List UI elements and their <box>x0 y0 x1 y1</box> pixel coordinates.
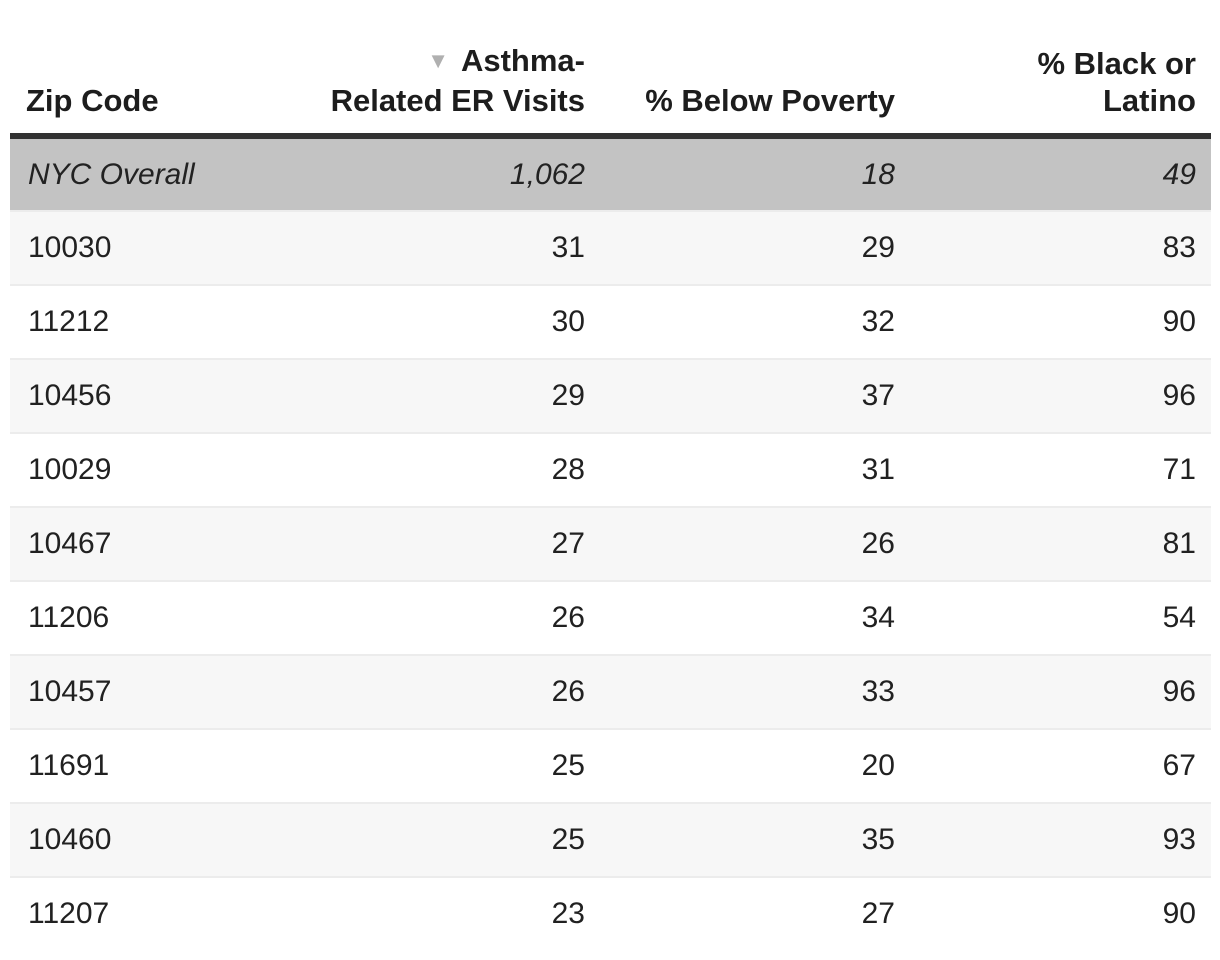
cell-below-poverty: 34 <box>861 601 895 634</box>
cell-zip-code: 10467 <box>28 527 112 560</box>
column-header-black-or-latino[interactable]: % Black or Latino <box>895 45 1211 119</box>
cell-black-or-latino: 81 <box>1162 527 1196 560</box>
cell-below-poverty: 26 <box>861 527 895 560</box>
column-header-label: Asthma- <box>460 43 585 78</box>
cell-zip-code: 11206 <box>28 601 110 634</box>
table-row: 11206 26 34 54 <box>10 580 1211 654</box>
table-row: 10030 31 29 83 <box>10 210 1211 284</box>
cell-er-visits: 26 <box>551 601 585 634</box>
cell-er-visits: 29 <box>551 379 585 412</box>
cell-black-or-latino: 93 <box>1162 823 1196 856</box>
cell-black-or-latino: 90 <box>1162 305 1196 338</box>
cell-zip-code: 11212 <box>28 305 110 338</box>
cell-black-or-latino: 90 <box>1162 897 1196 930</box>
cell-zip-code: 10029 <box>28 453 112 486</box>
cell-zip-code: NYC Overall <box>28 158 195 191</box>
cell-black-or-latino: 83 <box>1162 231 1196 264</box>
cell-black-or-latino: 96 <box>1162 379 1196 412</box>
column-header-label: Zip Code <box>26 83 159 118</box>
table-row: 11212 30 32 90 <box>10 284 1211 358</box>
column-header-zip-code[interactable]: Zip Code <box>10 82 330 119</box>
column-header-label: % Below Poverty <box>645 83 895 118</box>
table-row: 11207 23 27 90 <box>10 876 1211 950</box>
cell-zip-code: 10460 <box>28 823 112 856</box>
cell-er-visits: 31 <box>551 231 585 264</box>
table-header-row: Zip Code ▼ Asthma- Related ER Visits % Be… <box>10 0 1211 139</box>
table-row: 10467 27 26 81 <box>10 506 1211 580</box>
table-row: 10460 25 35 93 <box>10 802 1211 876</box>
cell-below-poverty: 20 <box>861 749 895 782</box>
cell-er-visits: 27 <box>551 527 585 560</box>
cell-er-visits: 25 <box>551 749 585 782</box>
summary-row-nyc-overall: NYC Overall 1,062 18 49 <box>10 139 1211 210</box>
cell-below-poverty: 18 <box>861 158 895 191</box>
cell-below-poverty: 27 <box>861 897 895 930</box>
table-row: 10457 26 33 96 <box>10 654 1211 728</box>
column-header-label: Latino <box>1103 83 1196 118</box>
sort-descending-icon: ▼ <box>427 48 449 73</box>
column-header-er-visits[interactable]: ▼ Asthma- Related ER Visits <box>330 42 585 119</box>
cell-zip-code: 10456 <box>28 379 112 412</box>
cell-er-visits: 26 <box>551 675 585 708</box>
cell-zip-code: 10457 <box>28 675 112 708</box>
table-row: 10029 28 31 71 <box>10 432 1211 506</box>
cell-er-visits: 30 <box>551 305 585 338</box>
cell-black-or-latino: 71 <box>1162 453 1196 486</box>
cell-zip-code: 11207 <box>28 897 110 930</box>
cell-er-visits: 23 <box>551 897 585 930</box>
cell-below-poverty: 37 <box>861 379 895 412</box>
cell-below-poverty: 31 <box>861 453 895 486</box>
cell-black-or-latino: 54 <box>1162 601 1196 634</box>
cell-black-or-latino: 96 <box>1162 675 1196 708</box>
cell-zip-code: 10030 <box>28 231 112 264</box>
column-header-below-poverty[interactable]: % Below Poverty <box>585 82 895 119</box>
column-header-label: Related ER Visits <box>330 83 585 118</box>
cell-er-visits: 1,062 <box>509 158 585 191</box>
cell-below-poverty: 32 <box>861 305 895 338</box>
cell-black-or-latino: 49 <box>1162 158 1196 191</box>
cell-er-visits: 28 <box>551 453 585 486</box>
column-header-label: % Black or <box>1037 46 1196 81</box>
table-row: 10456 29 37 96 <box>10 358 1211 432</box>
cell-zip-code: 11691 <box>28 749 110 782</box>
cell-black-or-latino: 67 <box>1162 749 1196 782</box>
cell-below-poverty: 35 <box>861 823 895 856</box>
data-table: Zip Code ▼ Asthma- Related ER Visits % Be… <box>10 0 1211 950</box>
cell-below-poverty: 29 <box>861 231 895 264</box>
table-row: 11691 25 20 67 <box>10 728 1211 802</box>
cell-below-poverty: 33 <box>861 675 895 708</box>
cell-er-visits: 25 <box>551 823 585 856</box>
